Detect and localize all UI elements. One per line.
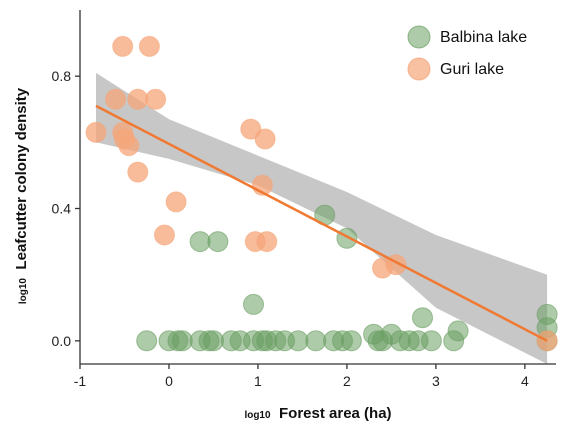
x-axis-label-prefix: log10 [244,410,271,421]
y-tick-label: 0.0 [52,333,72,349]
point-balbina [412,307,433,329]
regression-line [95,104,548,342]
point-balbina [243,293,264,315]
x-tick-label: 0 [165,373,173,389]
point-guri [138,35,160,57]
point-balbina [536,303,558,325]
ticks-layer: -1 0 1 2 3 4 0.0 0.4 0.8 [52,68,529,389]
point-balbina [171,330,193,352]
point-balbina [447,320,469,342]
x-tick-label: 1 [254,373,262,389]
point-balbina [363,323,385,345]
svg-text:log10 Leafcutter colony: log10 Leafcutter colony density [13,87,30,304]
regression-line-layer [95,104,548,342]
y-axis-label-main: Leafcutter colony density [13,87,30,269]
y-axis-label-prefix: log10 [18,278,29,305]
points-layer [85,35,558,352]
point-balbina [420,330,442,352]
x-tick-label: 4 [521,373,529,389]
point-balbina [340,330,362,352]
x-tick-label: -1 [74,373,87,389]
point-balbina [189,231,211,253]
point-guri [127,161,149,183]
x-axis-label: log10 Forest area (ha) [244,405,391,422]
legend-marker-guri [407,57,431,81]
point-balbina [380,323,402,345]
legend-marker-balbina [407,25,431,49]
confidence-band [96,72,548,365]
point-balbina [136,330,158,352]
point-guri [105,88,127,110]
point-balbina [305,330,327,352]
axes [79,10,556,365]
point-guri [118,135,140,157]
legend-label-balbina: Balbina lake [440,29,527,46]
y-tick-label: 0.8 [52,68,72,84]
x-axis-label-main: Forest area (ha) [279,405,392,422]
y-tick-label: 0.4 [52,201,72,217]
point-guri [154,224,175,246]
legend: Balbina lake Guri lake [407,25,527,81]
point-guri [165,191,187,213]
confidence-band-layer [96,72,548,365]
point-balbina [203,330,224,352]
point-guri [240,118,262,140]
point-guri [112,35,134,57]
point-guri [127,88,149,110]
legend-label-guri: Guri lake [440,61,504,78]
x-tick-label: 2 [343,373,351,389]
point-guri [254,128,276,150]
svg-text:log10 Forest area (ha): log10 Forest area (ha) [244,405,391,422]
point-guri [256,231,278,253]
point-balbina [336,227,358,249]
point-guri [85,121,107,143]
point-balbina [207,231,229,253]
x-tick-label: 3 [432,373,440,389]
y-axis-label: log10 Leafcutter colony density [13,87,30,304]
point-balbina [287,330,309,352]
point-guri [145,88,167,110]
